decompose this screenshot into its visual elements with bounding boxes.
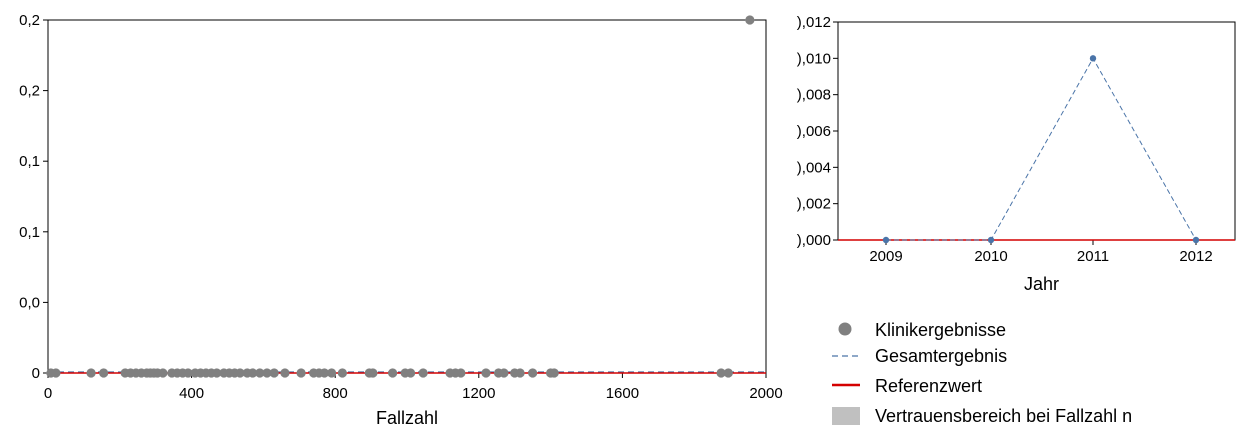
right-x-tick-label: 2012 bbox=[1179, 248, 1212, 265]
left-x-tick-label: 400 bbox=[179, 385, 204, 402]
overall-result-point bbox=[882, 236, 890, 244]
clinic-result-point bbox=[51, 368, 61, 378]
right-overall-series-line bbox=[886, 57, 1197, 241]
left-x-tick-label: 800 bbox=[323, 385, 348, 402]
right-y-axis: ),000 ),002 ),004 ),006 ),008 ),010 ),012 bbox=[797, 14, 838, 249]
left-x-tick-label: 1600 bbox=[606, 385, 639, 402]
clinic-result-point bbox=[405, 368, 416, 378]
legend-clinic-dot-icon bbox=[838, 322, 852, 336]
right-series-points bbox=[882, 55, 1200, 244]
overall-result-point bbox=[1192, 236, 1200, 244]
left-y-axis: 0 0,0 0,1 0,1 0,2 0,2 bbox=[19, 12, 48, 382]
left-y-tick-label: 0,2 bbox=[19, 12, 40, 29]
clinic-result-point bbox=[248, 368, 258, 378]
left-y-tick-label: 0,2 bbox=[19, 83, 40, 100]
legend-label-clinic: Klinikergebnisse bbox=[875, 320, 1006, 340]
left-x-tick-label: 2000 bbox=[749, 385, 782, 402]
overall-result-point bbox=[987, 236, 995, 244]
clinic-result-point bbox=[183, 368, 193, 378]
right-plot-frame bbox=[837, 21, 1236, 241]
clinic-result-point bbox=[481, 368, 491, 378]
clinic-result-point bbox=[337, 368, 347, 378]
clinic-result-point bbox=[515, 368, 525, 378]
right-y-tick-label: ),012 bbox=[797, 14, 831, 31]
clinic-result-point bbox=[212, 368, 222, 378]
clinic-result-point bbox=[319, 368, 330, 378]
right-y-tick-label: ),010 bbox=[797, 50, 831, 67]
clinic-result-point bbox=[388, 368, 398, 378]
clinic-result-point bbox=[86, 368, 96, 378]
right-x-tick-label: 2009 bbox=[869, 248, 902, 265]
legend-label-confidence: Vertrauensbereich bei Fallzahl n bbox=[875, 406, 1132, 426]
clinic-result-point bbox=[716, 368, 726, 378]
right-line-chart: ),000 ),002 ),004 ),006 ),008 ),010 ),012 2009… bbox=[797, 14, 1236, 294]
clinic-result-point bbox=[745, 15, 755, 25]
clinic-result-point bbox=[327, 368, 337, 378]
left-x-tick-label: 0 bbox=[44, 385, 52, 402]
clinic-result-point bbox=[499, 368, 509, 378]
left-y-tick-label: 0,1 bbox=[19, 153, 40, 170]
clinic-result-point bbox=[158, 368, 168, 378]
right-y-tick-label: ),000 bbox=[797, 232, 831, 249]
left-y-tick-label: 0 bbox=[32, 365, 40, 382]
right-y-tick-label: ),004 bbox=[797, 159, 831, 176]
clinic-result-point bbox=[456, 368, 466, 378]
clinic-result-point bbox=[280, 368, 290, 378]
clinic-result-point bbox=[368, 368, 378, 378]
clinic-result-point bbox=[255, 368, 265, 378]
right-y-tick-label: ),002 bbox=[797, 196, 831, 213]
clinic-result-point bbox=[418, 368, 428, 378]
legend-label-reference: Referenzwert bbox=[875, 376, 982, 396]
legend-label-overall: Gesamtergebnis bbox=[875, 346, 1007, 366]
right-x-axis-title: Jahr bbox=[1024, 274, 1059, 294]
left-scatter-chart: 0 0,0 0,1 0,1 0,2 0,2 0 400 800 1200 1600 2000 Fal… bbox=[19, 12, 783, 428]
left-x-axis-title: Fallzahl bbox=[376, 408, 438, 428]
left-x-axis: 0 400 800 1200 1600 2000 bbox=[44, 373, 783, 402]
clinic-result-point bbox=[262, 368, 272, 378]
left-clinic-points bbox=[46, 15, 755, 378]
clinic-result-point bbox=[235, 368, 245, 378]
right-x-tick-label: 2010 bbox=[974, 248, 1007, 265]
clinic-result-point bbox=[296, 368, 306, 378]
clinic-result-point bbox=[99, 368, 109, 378]
overall-result-point bbox=[1089, 55, 1097, 62]
clinic-result-point bbox=[528, 368, 538, 378]
clinic-result-point bbox=[269, 368, 279, 378]
right-y-tick-label: ),008 bbox=[797, 87, 831, 104]
right-y-tick-label: ),006 bbox=[797, 123, 831, 140]
left-y-tick-label: 0,1 bbox=[19, 224, 40, 241]
right-x-axis: 2009 2010 2011 2012 bbox=[869, 240, 1213, 265]
legend: Klinikergebnisse Gesamtergebnis Referenz… bbox=[832, 320, 1132, 426]
clinic-result-point bbox=[723, 368, 733, 378]
left-plot-frame bbox=[47, 19, 767, 374]
right-x-tick-label: 2011 bbox=[1077, 248, 1109, 265]
left-y-tick-label: 0,0 bbox=[19, 294, 40, 311]
legend-confidence-box-icon bbox=[832, 407, 860, 425]
left-x-tick-label: 1200 bbox=[462, 385, 495, 402]
clinic-result-point bbox=[549, 368, 559, 378]
